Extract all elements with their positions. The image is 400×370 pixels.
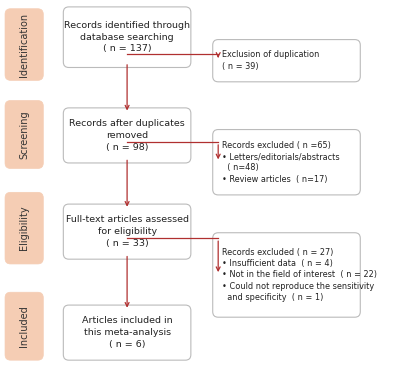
FancyBboxPatch shape xyxy=(63,7,191,67)
FancyBboxPatch shape xyxy=(63,108,191,163)
FancyBboxPatch shape xyxy=(213,40,360,82)
Text: Records excluded ( n =65)
• Letters/editorials/abstracts
  ( n=48)
• Review arti: Records excluded ( n =65) • Letters/edit… xyxy=(222,141,340,184)
FancyBboxPatch shape xyxy=(5,101,43,168)
FancyBboxPatch shape xyxy=(213,130,360,195)
Text: Included: Included xyxy=(19,305,29,347)
FancyBboxPatch shape xyxy=(63,305,191,360)
Text: Articles included in
this meta-analysis
( n = 6): Articles included in this meta-analysis … xyxy=(82,316,172,349)
FancyBboxPatch shape xyxy=(5,192,43,264)
Text: Full-text articles assessed
for eligibility
( n = 33): Full-text articles assessed for eligibil… xyxy=(66,215,188,248)
Text: Exclusion of duplication
( n = 39): Exclusion of duplication ( n = 39) xyxy=(222,50,320,71)
FancyBboxPatch shape xyxy=(5,9,43,80)
Text: Records identified through
database searching
( n = 137): Records identified through database sear… xyxy=(64,21,190,54)
Text: Eligibility: Eligibility xyxy=(19,206,29,250)
Text: Records excluded ( n = 27)
• Insufficient data  ( n = 4)
• Not in the field of i: Records excluded ( n = 27) • Insufficien… xyxy=(222,248,377,302)
Text: Identification: Identification xyxy=(19,13,29,77)
Text: Records after duplicates
removed
( n = 98): Records after duplicates removed ( n = 9… xyxy=(69,119,185,152)
FancyBboxPatch shape xyxy=(213,233,360,317)
FancyBboxPatch shape xyxy=(5,292,43,360)
Text: Screening: Screening xyxy=(19,110,29,159)
FancyBboxPatch shape xyxy=(63,204,191,259)
